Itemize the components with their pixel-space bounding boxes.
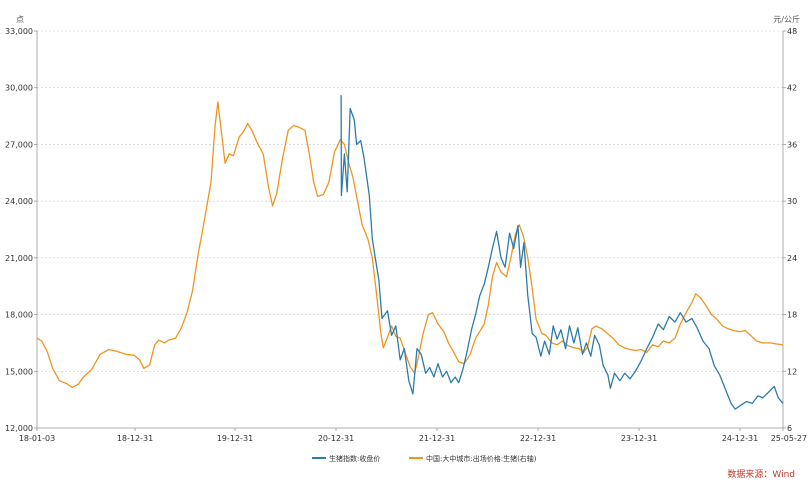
x-tick-label: 23-12-31 xyxy=(621,434,657,443)
x-tick-label: 20-12-31 xyxy=(318,434,354,443)
right-tick-label: 18 xyxy=(787,311,797,320)
left-tick-label: 30,000 xyxy=(5,84,33,93)
left-tick-label: 15,000 xyxy=(5,367,33,376)
series-lines xyxy=(36,95,784,410)
x-tick-label: 18-01-03 xyxy=(19,434,55,443)
right-tick-label: 42 xyxy=(787,84,797,93)
left-tick-label: 21,000 xyxy=(5,254,33,263)
x-tick-label: 19-12-31 xyxy=(217,434,253,443)
legend-label-price: 中国:大中城市:出场价格:生猪(右轴) xyxy=(426,454,537,463)
x-tick-label: 22-12-31 xyxy=(520,434,556,443)
legend-label-index: 生猪指数:收盘价 xyxy=(329,454,380,463)
right-tick-label: 12 xyxy=(787,367,797,376)
series-line-price xyxy=(36,101,784,389)
x-tick-label: 25-05-27 xyxy=(771,434,807,443)
right-tick-label: 36 xyxy=(787,140,797,149)
x-axis-ticks: 18-01-03 18-12-31 19-12-31 20-12-31 21-12-31… xyxy=(19,428,807,443)
right-tick-label: 24 xyxy=(787,254,797,263)
left-tick-label: 18,000 xyxy=(5,311,33,320)
left-unit-label: 点 xyxy=(16,15,24,24)
right-tick-label: 48 xyxy=(787,27,797,36)
grid xyxy=(37,30,783,372)
left-axis-ticks: 12,000 15,000 18,000 21,000 24,000 27,000 30,0… xyxy=(5,27,37,433)
right-tick-label: 30 xyxy=(787,197,797,206)
series-line-index xyxy=(340,95,784,410)
legend: 生猪指数:收盘价 中国:大中城市:出场价格:生猪(右轴) xyxy=(312,454,537,463)
right-unit-label: 元/公斤 xyxy=(773,14,800,24)
right-axis-ticks: 6 12 18 24 30 36 42 48 xyxy=(783,27,797,433)
left-tick-label: 24,000 xyxy=(5,197,33,206)
source-note: 数据来源：Wind xyxy=(727,468,795,480)
left-tick-label: 12,000 xyxy=(5,424,33,433)
left-tick-label: 27,000 xyxy=(5,140,33,149)
x-tick-label: 18-12-31 xyxy=(117,434,153,443)
right-tick-label: 6 xyxy=(787,424,792,433)
x-tick-label: 21-12-31 xyxy=(419,434,455,443)
left-tick-label: 33,000 xyxy=(5,27,33,36)
x-tick-label: 24-12-31 xyxy=(722,434,758,443)
